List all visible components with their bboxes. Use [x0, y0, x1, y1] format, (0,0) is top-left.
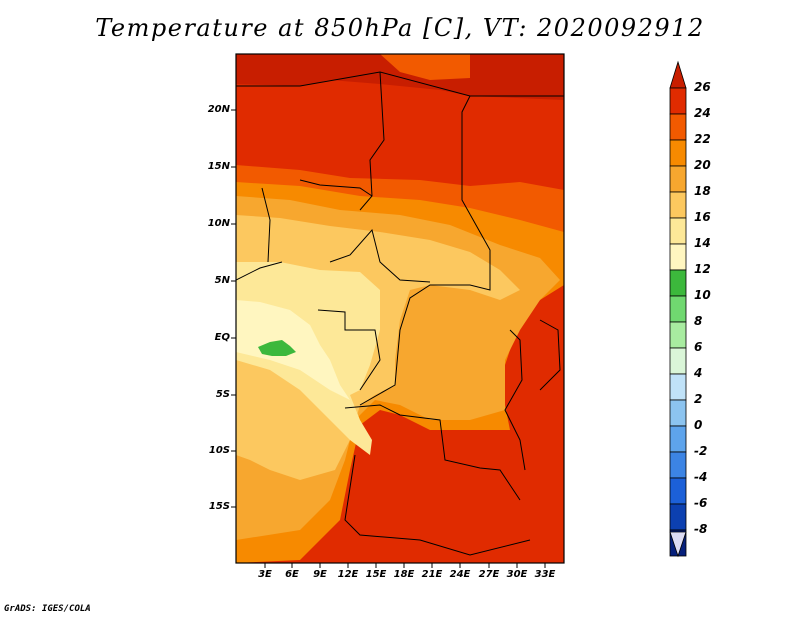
colorbar-label: 20	[694, 158, 711, 172]
country-borders	[236, 71, 564, 556]
colorbar-segment	[669, 165, 687, 193]
lat-label: EQ	[214, 332, 230, 343]
colorbar-label: 26	[694, 80, 711, 94]
colorbar-label: 6	[694, 340, 703, 354]
colorbar-label: -2	[694, 444, 708, 458]
lon-label: 15E	[365, 569, 387, 580]
colorbar-label: -8	[694, 522, 708, 536]
colorbar-segment	[669, 399, 687, 427]
lon-label: 33E	[534, 569, 556, 580]
lon-label: 6E	[285, 569, 299, 580]
chart-title: Temperature at 850hPa [C], VT: 202009291…	[95, 14, 705, 42]
axis-ticks	[231, 109, 546, 568]
colorbar-segment	[669, 243, 687, 271]
lat-label: 5N	[214, 275, 230, 286]
colorbar-label: 0	[694, 418, 703, 432]
lon-label: 30E	[506, 569, 528, 580]
colorbar-label: 24	[694, 106, 711, 120]
colorbar-label: 2	[694, 392, 703, 406]
colorbar-segment	[669, 139, 687, 167]
colorbar-top-arrow	[669, 60, 687, 89]
colorbar-segment	[669, 191, 687, 219]
colorbar-label: 12	[694, 262, 711, 276]
colorbar-label: 8	[694, 314, 703, 328]
lon-label: 9E	[313, 569, 327, 580]
colorbar-segment	[669, 321, 687, 349]
colorbar-label: 22	[694, 132, 711, 146]
colorbar-label: 4	[694, 366, 703, 380]
colorbar-segment	[669, 87, 687, 115]
lon-label: 27E	[478, 569, 500, 580]
credit-text: GrADS: IGES/COLA	[4, 604, 91, 614]
lat-label: 10N	[207, 218, 230, 229]
colorbar-segment	[669, 451, 687, 479]
lon-label: 24E	[449, 569, 471, 580]
colorbar-segment	[669, 373, 687, 401]
lat-label: 15N	[207, 161, 230, 172]
lon-label: 21E	[421, 569, 443, 580]
colorbar-segment	[669, 347, 687, 375]
colorbar-segment	[669, 269, 687, 297]
colorbar	[669, 60, 687, 558]
lon-label: 18E	[393, 569, 415, 580]
lat-label: 10S	[208, 445, 230, 456]
colorbar-segment	[669, 503, 687, 531]
colorbar-segment	[669, 217, 687, 245]
colorbar-label: 14	[694, 236, 711, 250]
colorbar-segment	[669, 295, 687, 323]
temperature-field	[236, 54, 564, 563]
colorbar-label: 16	[694, 210, 711, 224]
lon-label: 12E	[337, 569, 359, 580]
colorbar-segment	[669, 113, 687, 141]
field-10-12	[258, 340, 296, 356]
lon-label: 3E	[258, 569, 272, 580]
colorbar-segment	[669, 477, 687, 505]
lat-label: 5S	[215, 389, 230, 400]
colorbar-label: -6	[694, 496, 708, 510]
field-22-24-north	[380, 54, 470, 80]
colorbar-bottom-arrow	[669, 531, 687, 558]
colorbar-label: 18	[694, 184, 711, 198]
map-frame	[235, 53, 565, 564]
lat-label: 20N	[207, 104, 230, 115]
lat-label: 15S	[208, 501, 230, 512]
colorbar-label: -4	[694, 470, 708, 484]
colorbar-segment	[669, 425, 687, 453]
colorbar-label: 10	[694, 288, 711, 302]
